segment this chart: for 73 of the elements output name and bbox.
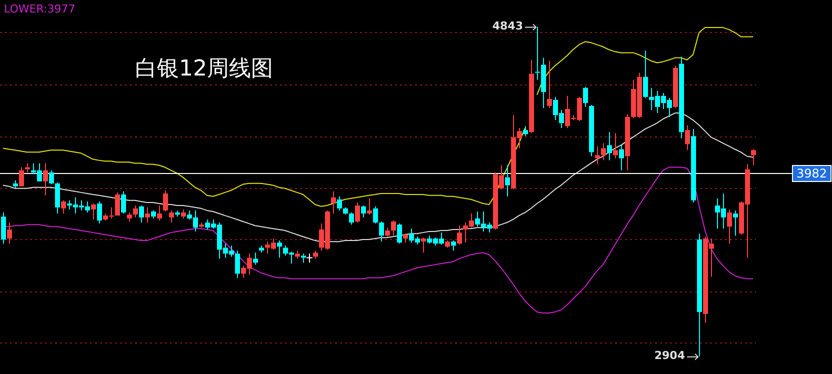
candlestick	[1, 212, 6, 244]
candlestick	[685, 124, 690, 151]
candlestick	[145, 206, 150, 224]
candlestick	[445, 240, 450, 248]
candlestick	[97, 200, 102, 224]
ref-line-label: 3982	[796, 166, 828, 181]
candlestick	[601, 142, 606, 161]
candlestick	[751, 148, 756, 166]
candlestick	[301, 253, 306, 264]
candlestick	[691, 128, 696, 203]
candlestick	[451, 240, 456, 252]
candlestick	[391, 220, 396, 236]
candlestick	[385, 227, 390, 238]
candlestick	[151, 210, 156, 219]
candlestick	[349, 212, 354, 226]
candlestick	[373, 206, 378, 224]
candlestick	[7, 222, 12, 244]
candlestick	[43, 162, 48, 196]
annotation: LOWER:3977	[4, 2, 76, 16]
candlestick	[625, 114, 630, 171]
candlestick	[343, 206, 348, 216]
annotation: 4843	[492, 20, 523, 33]
candlestick	[355, 202, 360, 224]
candlestick	[313, 250, 318, 260]
candlestick	[295, 250, 300, 260]
candlestick	[169, 210, 174, 224]
candlestick	[139, 205, 144, 224]
candlestick	[115, 192, 120, 216]
text: 白银12周线图	[135, 56, 273, 82]
candlestick	[19, 166, 24, 186]
candlestick	[121, 190, 126, 214]
candlestick	[175, 210, 180, 218]
candlestick	[619, 144, 624, 171]
candlestick	[25, 162, 30, 173]
candlestick	[403, 233, 408, 244]
candlestick	[13, 180, 18, 189]
candlestick	[727, 208, 732, 244]
candlestick	[673, 65, 678, 108]
annotation: 2904	[654, 349, 686, 362]
candlestick	[361, 205, 366, 218]
candlestick	[457, 225, 462, 246]
candlestick	[331, 190, 336, 214]
candlestick	[367, 198, 372, 216]
candlestick	[91, 202, 96, 220]
candlestick	[421, 237, 426, 254]
candlestick	[607, 132, 612, 161]
candlestick	[253, 252, 258, 266]
candlestick	[277, 240, 282, 258]
candlestick	[379, 221, 384, 242]
candlestick	[259, 245, 264, 254]
candlestick	[643, 50, 648, 98]
candlestick	[529, 59, 534, 134]
candlestick	[613, 132, 618, 159]
candlestick	[163, 190, 168, 212]
candlestick	[61, 200, 66, 214]
candlestick	[127, 212, 132, 222]
candlestick	[589, 104, 594, 157]
candlestick	[133, 205, 138, 218]
candlestick	[157, 205, 162, 221]
candlestick	[523, 126, 528, 137]
candlestick	[595, 146, 600, 165]
candlestick	[697, 233, 702, 357]
candlestick	[733, 210, 738, 236]
candlestick	[583, 86, 588, 108]
candlestick	[337, 196, 342, 211]
candlestick	[55, 182, 60, 214]
candlestick	[49, 170, 54, 185]
candlestick	[199, 222, 204, 228]
candlestick	[547, 60, 552, 108]
candlestick	[397, 223, 402, 244]
candlestick	[181, 208, 186, 219]
candlestick	[505, 164, 510, 197]
candlestick	[679, 56, 684, 139]
